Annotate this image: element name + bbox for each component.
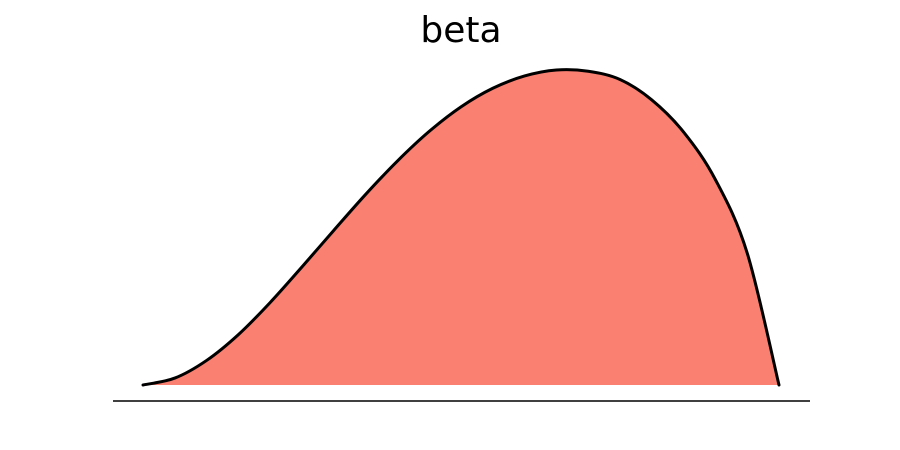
density-area (143, 69, 779, 386)
density-curve (141, 68, 781, 387)
chart-title: beta (420, 10, 501, 51)
plot-area (113, 68, 810, 402)
